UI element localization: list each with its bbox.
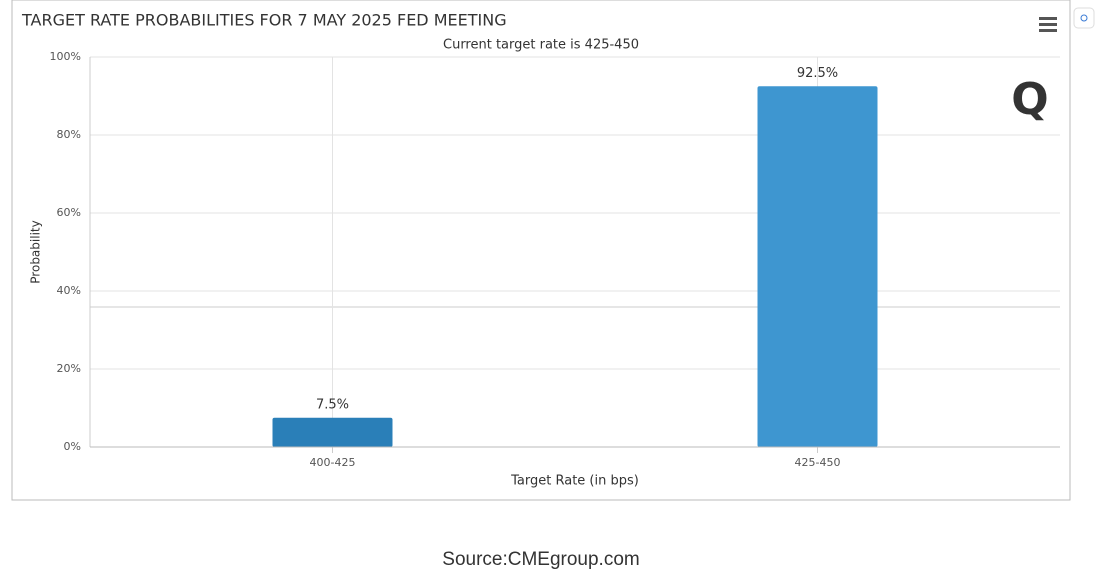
expand-icon[interactable] bbox=[1080, 14, 1088, 22]
expand-button[interactable] bbox=[1073, 7, 1095, 29]
x-tick-label: 400-425 bbox=[310, 456, 356, 469]
y-tick-label: 60% bbox=[57, 206, 81, 219]
x-axis-title: Target Rate (in bps) bbox=[510, 474, 639, 489]
chart-frame bbox=[11, 0, 1071, 501]
y-tick-label: 100% bbox=[50, 50, 81, 63]
source-note: Source:CMEgroup.com bbox=[442, 549, 639, 570]
menu-bar[interactable] bbox=[1039, 29, 1057, 32]
y-tick-label: 0% bbox=[64, 440, 81, 453]
y-tick-label: 80% bbox=[57, 128, 81, 141]
watermark: Q bbox=[1011, 74, 1048, 125]
y-tick-label: 40% bbox=[57, 284, 81, 297]
chart-subtitle: Current target rate is 425-450 bbox=[443, 38, 639, 53]
value-label: 7.5% bbox=[316, 397, 349, 412]
menu-button[interactable] bbox=[1039, 17, 1057, 32]
bar bbox=[757, 86, 878, 447]
bar bbox=[272, 417, 393, 447]
x-tick-label: 425-450 bbox=[795, 456, 841, 469]
menu-bar[interactable] bbox=[1039, 17, 1057, 20]
chart-title: TARGET RATE PROBABILITIES FOR 7 MAY 2025… bbox=[21, 11, 507, 30]
y-axis-title: Probability bbox=[29, 220, 43, 283]
value-label: 92.5% bbox=[797, 66, 838, 81]
y-tick-label: 20% bbox=[57, 362, 81, 375]
menu-bar[interactable] bbox=[1039, 23, 1057, 26]
